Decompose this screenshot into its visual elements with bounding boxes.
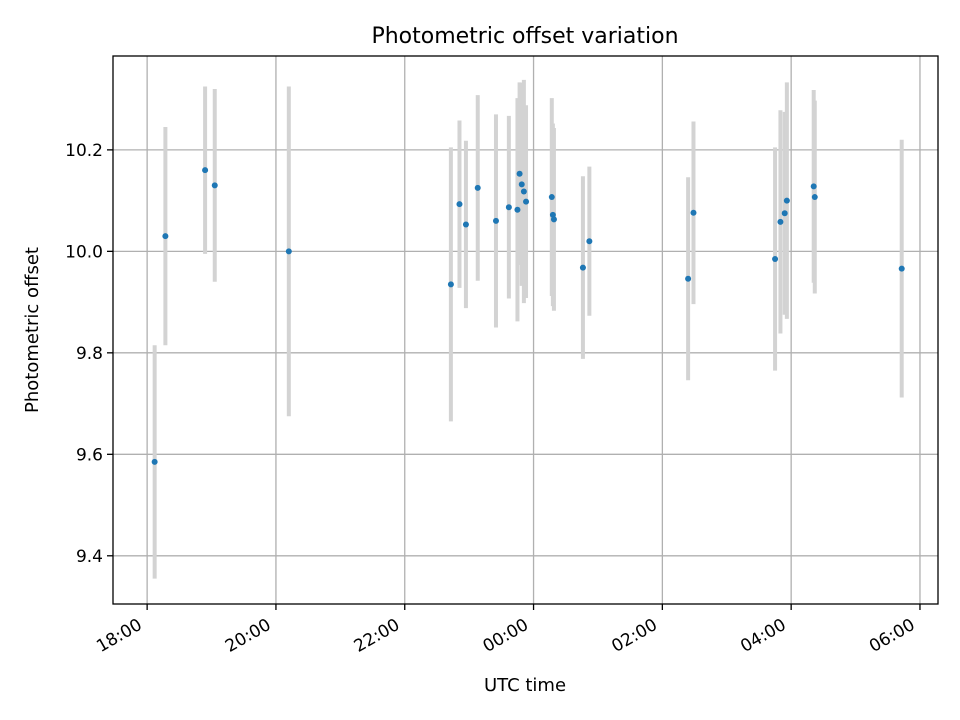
data-points [151, 167, 905, 465]
x-tick-label: 04:00 [737, 615, 789, 657]
data-point [456, 201, 463, 208]
data-point [548, 194, 555, 201]
data-point [549, 211, 556, 218]
data-point [162, 233, 169, 240]
data-point [285, 248, 292, 255]
plot-frame [112, 55, 939, 605]
data-point [550, 216, 557, 223]
data-point [520, 188, 527, 195]
data-point [516, 170, 523, 177]
data-point [474, 184, 481, 191]
data-point [586, 238, 593, 245]
data-point [690, 209, 697, 216]
data-point [462, 221, 469, 228]
data-point [514, 206, 521, 213]
data-point [781, 210, 788, 217]
x-tick-label: 18:00 [93, 615, 145, 657]
data-point [211, 182, 218, 189]
data-point [447, 281, 454, 288]
data-point [151, 458, 158, 465]
axis-ticks [107, 149, 921, 610]
chart-title: Photometric offset variation [371, 24, 678, 49]
data-point [523, 198, 530, 205]
y-tick-label: 10.0 [65, 242, 103, 262]
error-bars [152, 79, 904, 579]
y-axis-label: Photometric offset [22, 247, 43, 413]
y-tick-label: 10.2 [65, 141, 103, 161]
tick-labels: 18:00 20:00 22:00 00:00 02:00 04:00 06:00 9.4 9.… [65, 141, 918, 657]
data-point [685, 275, 692, 282]
x-tick-label: 20:00 [222, 615, 274, 657]
y-tick-label: 9.6 [76, 445, 103, 465]
x-tick-label: 06:00 [866, 615, 918, 657]
data-point [810, 183, 817, 190]
x-tick-label: 22:00 [351, 615, 403, 657]
x-axis-label: UTC time [484, 675, 566, 696]
data-point [811, 194, 818, 201]
data-point [772, 255, 779, 262]
y-tick-label: 9.4 [76, 547, 103, 567]
data-point [898, 265, 905, 272]
x-tick-label: 00:00 [480, 615, 532, 657]
data-point [777, 218, 784, 225]
data-point [505, 204, 512, 211]
x-tick-label: 02:00 [608, 615, 660, 657]
grid [113, 56, 938, 604]
data-point [579, 264, 586, 271]
data-point [518, 181, 525, 188]
data-point [202, 167, 209, 174]
data-point [492, 217, 499, 224]
data-point [783, 197, 790, 204]
y-tick-label: 9.8 [76, 344, 103, 364]
